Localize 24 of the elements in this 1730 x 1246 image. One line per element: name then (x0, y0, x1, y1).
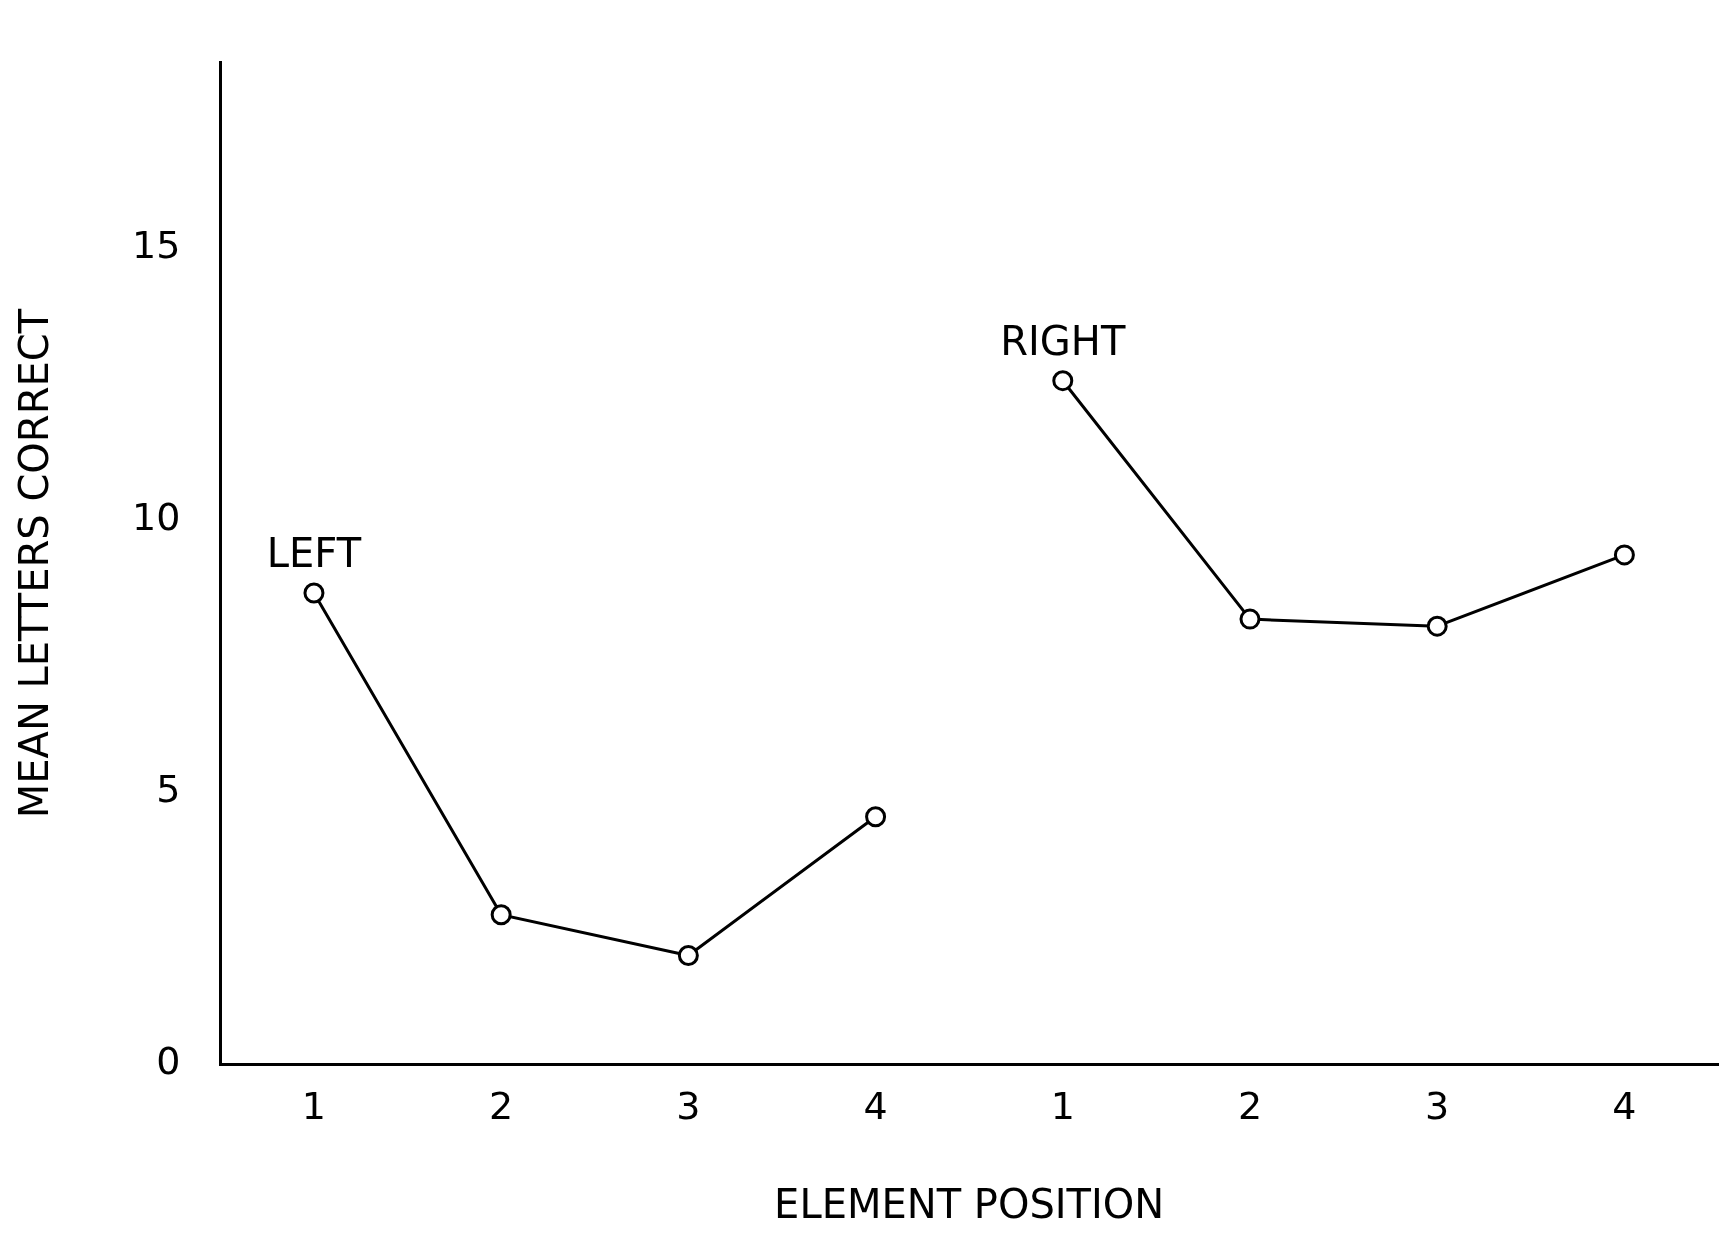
point (1613, 544, 1635, 566)
x-tick-label: 1 (301, 1084, 327, 1129)
y-tick-label: 0 (156, 1039, 181, 1084)
point (1239, 608, 1261, 630)
x-tick-label: 4 (1612, 1084, 1637, 1129)
point (490, 904, 512, 926)
x-tick-label: 2 (1237, 1084, 1263, 1129)
series-label: RIGHT (1000, 318, 1126, 365)
x-axis-title: ELEMENT POSITION (774, 1181, 1165, 1228)
point (303, 582, 325, 604)
y-tick-label: 10 (131, 494, 181, 539)
x-tick-label: 1 (1050, 1084, 1075, 1129)
point (865, 806, 887, 828)
y-tick-label: 5 (156, 767, 181, 812)
x-tick-label: 4 (863, 1084, 888, 1129)
y-tick-label: 15 (131, 222, 181, 267)
point (1426, 615, 1448, 637)
x-tick-label: 2 (489, 1084, 514, 1129)
x-tick-label: 3 (1425, 1084, 1450, 1129)
y-axis-title: MEAN LETTERS CORRECT (11, 308, 58, 819)
series-label: LEFT (266, 530, 362, 577)
x-tick-label: 3 (676, 1084, 701, 1129)
point (677, 945, 699, 967)
point (1052, 370, 1074, 392)
